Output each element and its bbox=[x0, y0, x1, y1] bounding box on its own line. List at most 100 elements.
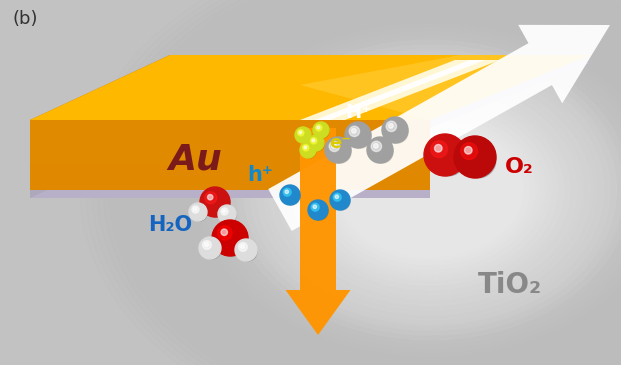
Polygon shape bbox=[30, 128, 430, 198]
Circle shape bbox=[218, 205, 236, 223]
Ellipse shape bbox=[383, 157, 477, 223]
Circle shape bbox=[313, 122, 329, 138]
Circle shape bbox=[308, 200, 328, 220]
Circle shape bbox=[330, 190, 350, 210]
Circle shape bbox=[283, 188, 300, 205]
Polygon shape bbox=[30, 63, 590, 128]
Ellipse shape bbox=[266, 73, 593, 307]
Circle shape bbox=[386, 121, 408, 143]
Circle shape bbox=[308, 135, 324, 151]
Ellipse shape bbox=[249, 61, 611, 319]
Ellipse shape bbox=[296, 94, 564, 286]
Circle shape bbox=[205, 192, 217, 204]
Circle shape bbox=[299, 131, 302, 134]
Ellipse shape bbox=[284, 86, 576, 294]
Ellipse shape bbox=[127, 0, 621, 365]
Ellipse shape bbox=[103, 0, 621, 365]
Ellipse shape bbox=[401, 169, 459, 211]
Ellipse shape bbox=[220, 40, 621, 340]
Ellipse shape bbox=[371, 148, 488, 232]
Circle shape bbox=[304, 146, 307, 149]
Circle shape bbox=[329, 141, 351, 163]
Circle shape bbox=[280, 185, 300, 205]
Ellipse shape bbox=[348, 132, 512, 248]
Polygon shape bbox=[30, 55, 170, 190]
Circle shape bbox=[332, 143, 336, 148]
Polygon shape bbox=[30, 63, 170, 198]
Circle shape bbox=[335, 195, 338, 199]
Ellipse shape bbox=[395, 165, 465, 215]
Circle shape bbox=[285, 190, 289, 193]
Ellipse shape bbox=[366, 144, 494, 236]
Circle shape bbox=[295, 127, 311, 143]
Ellipse shape bbox=[243, 57, 617, 323]
Ellipse shape bbox=[86, 0, 621, 365]
Ellipse shape bbox=[179, 11, 621, 365]
Polygon shape bbox=[315, 60, 485, 120]
Ellipse shape bbox=[191, 19, 621, 361]
Ellipse shape bbox=[407, 173, 453, 207]
Circle shape bbox=[460, 142, 496, 178]
Ellipse shape bbox=[290, 90, 570, 290]
Circle shape bbox=[235, 239, 257, 261]
Circle shape bbox=[240, 245, 245, 249]
Circle shape bbox=[461, 143, 478, 160]
Circle shape bbox=[382, 117, 408, 143]
Circle shape bbox=[311, 203, 319, 211]
Circle shape bbox=[222, 210, 226, 213]
Circle shape bbox=[349, 126, 371, 148]
Circle shape bbox=[238, 242, 257, 261]
Ellipse shape bbox=[354, 136, 506, 244]
Circle shape bbox=[192, 206, 207, 221]
Ellipse shape bbox=[226, 44, 621, 336]
Polygon shape bbox=[30, 120, 200, 165]
Text: H₂O: H₂O bbox=[148, 215, 192, 235]
Ellipse shape bbox=[424, 186, 436, 194]
Ellipse shape bbox=[92, 0, 621, 365]
Ellipse shape bbox=[168, 3, 621, 365]
Circle shape bbox=[310, 137, 324, 151]
Ellipse shape bbox=[161, 0, 621, 365]
Ellipse shape bbox=[138, 0, 621, 365]
Circle shape bbox=[189, 203, 207, 221]
Circle shape bbox=[302, 145, 309, 151]
Ellipse shape bbox=[109, 0, 621, 365]
Polygon shape bbox=[286, 128, 350, 335]
Circle shape bbox=[212, 220, 248, 256]
Circle shape bbox=[202, 241, 211, 249]
Circle shape bbox=[202, 240, 221, 259]
Ellipse shape bbox=[173, 7, 621, 365]
Circle shape bbox=[200, 187, 230, 217]
Circle shape bbox=[312, 139, 315, 142]
Circle shape bbox=[373, 143, 378, 148]
Ellipse shape bbox=[202, 27, 621, 353]
Ellipse shape bbox=[319, 111, 541, 269]
Ellipse shape bbox=[307, 103, 553, 277]
Circle shape bbox=[431, 141, 448, 158]
Circle shape bbox=[297, 130, 304, 136]
Ellipse shape bbox=[144, 0, 621, 365]
Circle shape bbox=[194, 207, 197, 211]
Ellipse shape bbox=[80, 0, 621, 365]
Ellipse shape bbox=[255, 65, 605, 315]
Circle shape bbox=[300, 142, 316, 158]
Ellipse shape bbox=[97, 0, 621, 365]
Ellipse shape bbox=[185, 15, 621, 365]
Circle shape bbox=[313, 205, 317, 209]
Ellipse shape bbox=[314, 107, 546, 273]
Ellipse shape bbox=[115, 0, 621, 365]
Ellipse shape bbox=[278, 82, 582, 298]
Circle shape bbox=[345, 122, 371, 148]
Text: (b): (b) bbox=[12, 10, 37, 28]
Circle shape bbox=[204, 192, 230, 217]
Circle shape bbox=[220, 208, 236, 223]
Ellipse shape bbox=[197, 23, 621, 357]
Text: TiO₂: TiO₂ bbox=[478, 271, 542, 299]
Circle shape bbox=[315, 124, 322, 131]
Ellipse shape bbox=[132, 0, 621, 365]
Circle shape bbox=[217, 226, 248, 256]
Ellipse shape bbox=[208, 32, 621, 348]
Polygon shape bbox=[300, 60, 500, 120]
Circle shape bbox=[329, 141, 340, 151]
Polygon shape bbox=[30, 55, 590, 120]
